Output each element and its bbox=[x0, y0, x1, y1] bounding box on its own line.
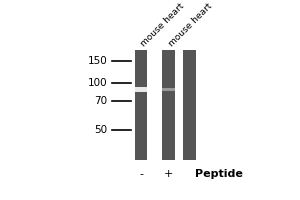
Bar bbox=[163, 50, 175, 160]
Text: 70: 70 bbox=[94, 96, 107, 106]
Text: mouse heart: mouse heart bbox=[167, 2, 214, 49]
Text: -: - bbox=[139, 169, 143, 179]
Text: Peptide: Peptide bbox=[195, 169, 243, 179]
Text: 150: 150 bbox=[88, 56, 107, 66]
Text: +: + bbox=[164, 169, 173, 179]
Bar bbox=[163, 88, 175, 91]
Text: 50: 50 bbox=[94, 125, 107, 135]
Text: mouse heart: mouse heart bbox=[139, 2, 186, 49]
Bar bbox=[183, 50, 196, 160]
Text: 100: 100 bbox=[88, 78, 107, 88]
Bar bbox=[135, 87, 147, 92]
Bar bbox=[135, 50, 147, 160]
